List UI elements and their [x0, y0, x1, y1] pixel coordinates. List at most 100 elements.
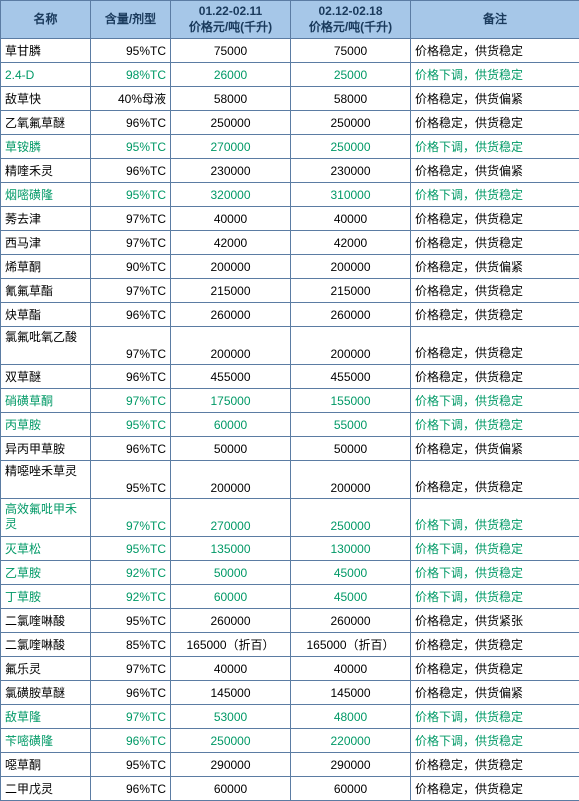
table-header: 名称 含量/剂型 01.22-02.11价格元/吨(千升) 02.12-02.1…	[1, 1, 579, 39]
cell-price1: 60000	[171, 413, 291, 437]
cell-name: 双草醚	[1, 365, 91, 389]
table-row: 氯氟吡氧乙酸97%TC200000200000价格稳定，供货稳定	[1, 327, 579, 365]
table-row: 西马津97%TC4200042000价格稳定，供货稳定	[1, 231, 579, 255]
table-row: 二甲戊灵96%TC6000060000价格稳定，供货稳定	[1, 777, 579, 801]
cell-price2: 45000	[291, 585, 411, 609]
cell-spec: 96%TC	[91, 681, 171, 705]
cell-name: 草甘膦	[1, 39, 91, 63]
cell-name: 烟嘧磺隆	[1, 183, 91, 207]
cell-price2: 25000	[291, 63, 411, 87]
cell-price1: 53000	[171, 705, 291, 729]
cell-price1: 135000	[171, 537, 291, 561]
cell-note: 价格稳定，供货稳定	[411, 657, 579, 681]
cell-price1: 455000	[171, 365, 291, 389]
cell-price1: 250000	[171, 729, 291, 753]
cell-spec: 96%TC	[91, 159, 171, 183]
cell-price1: 50000	[171, 437, 291, 461]
cell-price2: 58000	[291, 87, 411, 111]
cell-price2: 60000	[291, 777, 411, 801]
cell-price1: 26000	[171, 63, 291, 87]
cell-note: 价格下调，供货稳定	[411, 389, 579, 413]
cell-note: 价格稳定，供货偏紧	[411, 159, 579, 183]
header-price1: 01.22-02.11价格元/吨(千升)	[171, 1, 291, 39]
cell-note: 价格稳定，供货稳定	[411, 207, 579, 231]
cell-name: 二氯喹啉酸	[1, 609, 91, 633]
cell-price1: 200000	[171, 327, 291, 365]
table-row: 二氯喹啉酸95%TC260000260000价格稳定，供货紧张	[1, 609, 579, 633]
cell-note: 价格稳定，供货稳定	[411, 279, 579, 303]
cell-price1: 175000	[171, 389, 291, 413]
cell-name: 丙草胺	[1, 413, 91, 437]
cell-price2: 200000	[291, 255, 411, 279]
cell-price2: 250000	[291, 135, 411, 159]
cell-price2: 165000（折百）	[291, 633, 411, 657]
cell-spec: 92%TC	[91, 561, 171, 585]
cell-note: 价格稳定，供货稳定	[411, 633, 579, 657]
cell-spec: 95%TC	[91, 135, 171, 159]
cell-note: 价格下调，供货稳定	[411, 183, 579, 207]
table-row: 草甘膦95%TC7500075000价格稳定，供货稳定	[1, 39, 579, 63]
cell-note: 价格稳定，供货紧张	[411, 609, 579, 633]
cell-price2: 145000	[291, 681, 411, 705]
cell-spec: 90%TC	[91, 255, 171, 279]
table-row: 敌草快40%母液5800058000价格稳定，供货偏紧	[1, 87, 579, 111]
cell-spec: 97%TC	[91, 389, 171, 413]
cell-name: 乙草胺	[1, 561, 91, 585]
table-row: 莠去津97%TC4000040000价格稳定，供货稳定	[1, 207, 579, 231]
cell-price1: 42000	[171, 231, 291, 255]
cell-price2: 220000	[291, 729, 411, 753]
cell-price1: 60000	[171, 777, 291, 801]
cell-price1: 200000	[171, 255, 291, 279]
cell-price1: 40000	[171, 657, 291, 681]
cell-price1: 40000	[171, 207, 291, 231]
cell-note: 价格下调，供货稳定	[411, 537, 579, 561]
cell-note: 价格下调，供货稳定	[411, 63, 579, 87]
cell-note: 价格下调，供货稳定	[411, 561, 579, 585]
cell-price2: 48000	[291, 705, 411, 729]
cell-price2: 230000	[291, 159, 411, 183]
cell-price2: 250000	[291, 111, 411, 135]
cell-price1: 215000	[171, 279, 291, 303]
cell-price2: 155000	[291, 389, 411, 413]
cell-spec: 96%TC	[91, 365, 171, 389]
cell-price2: 40000	[291, 207, 411, 231]
cell-note: 价格稳定，供货偏紧	[411, 681, 579, 705]
table-row: 乙草胺92%TC5000045000价格下调，供货稳定	[1, 561, 579, 585]
cell-note: 价格下调，供货稳定	[411, 585, 579, 609]
table-row: 烟嘧磺隆95%TC320000310000价格下调，供货稳定	[1, 183, 579, 207]
cell-name: 精喹禾灵	[1, 159, 91, 183]
cell-name: 2.4-D	[1, 63, 91, 87]
cell-spec: 40%母液	[91, 87, 171, 111]
cell-note: 价格稳定，供货稳定	[411, 39, 579, 63]
cell-spec: 95%TC	[91, 461, 171, 499]
cell-spec: 96%TC	[91, 729, 171, 753]
cell-name: 乙氧氟草醚	[1, 111, 91, 135]
cell-note: 价格稳定，供货稳定	[411, 303, 579, 327]
table-row: 噁草酮95%TC290000290000价格稳定，供货稳定	[1, 753, 579, 777]
table-row: 烯草酮90%TC200000200000价格稳定，供货偏紧	[1, 255, 579, 279]
cell-name: 氰氟草酯	[1, 279, 91, 303]
cell-price2: 455000	[291, 365, 411, 389]
table-row: 高效氟吡甲禾灵97%TC270000250000价格下调，供货稳定	[1, 499, 579, 537]
table-row: 丁草胺92%TC6000045000价格下调，供货稳定	[1, 585, 579, 609]
cell-spec: 97%TC	[91, 657, 171, 681]
cell-note: 价格下调，供货稳定	[411, 499, 579, 537]
cell-price1: 75000	[171, 39, 291, 63]
cell-note: 价格稳定，供货稳定	[411, 365, 579, 389]
cell-name: 烯草酮	[1, 255, 91, 279]
cell-spec: 97%TC	[91, 327, 171, 365]
cell-note: 价格稳定，供货稳定	[411, 753, 579, 777]
cell-note: 价格稳定，供货偏紧	[411, 437, 579, 461]
table-row: 丙草胺95%TC6000055000价格下调，供货稳定	[1, 413, 579, 437]
cell-price2: 215000	[291, 279, 411, 303]
cell-price2: 310000	[291, 183, 411, 207]
header-note: 备注	[411, 1, 579, 39]
cell-name: 二氯喹啉酸	[1, 633, 91, 657]
cell-price2: 45000	[291, 561, 411, 585]
table-row: 灭草松95%TC135000130000价格下调，供货稳定	[1, 537, 579, 561]
table-row: 硝磺草酮97%TC175000155000价格下调，供货稳定	[1, 389, 579, 413]
cell-price1: 200000	[171, 461, 291, 499]
cell-spec: 95%TC	[91, 609, 171, 633]
header-name: 名称	[1, 1, 91, 39]
cell-price1: 270000	[171, 135, 291, 159]
